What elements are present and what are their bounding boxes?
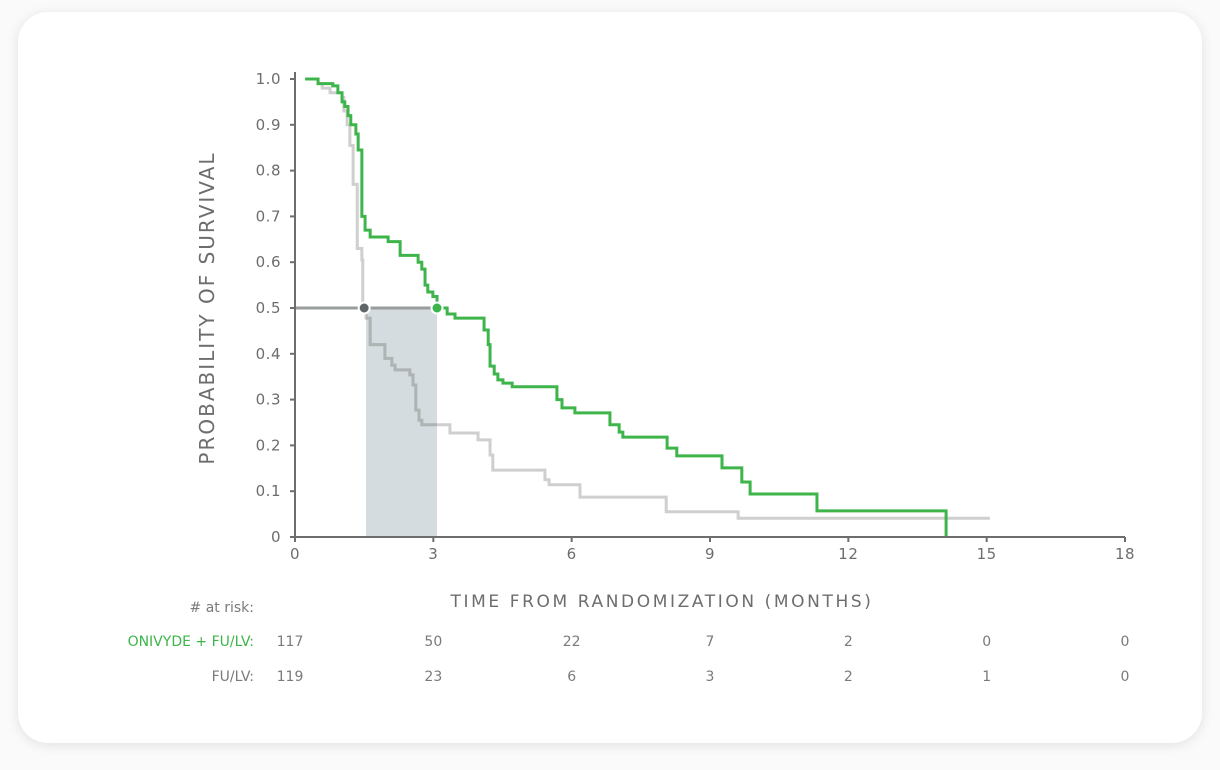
y-tick-label: 0.1	[256, 482, 281, 500]
x-tick-label: 3	[428, 545, 438, 563]
x-tick-label: 12	[838, 545, 858, 563]
y-tick-label: 1.0	[256, 70, 281, 88]
x-tick-label: 9	[705, 545, 715, 563]
series-line-onivyde	[305, 77, 948, 537]
risk-count: 0	[1121, 669, 1130, 685]
y-tick-label: 0.4	[256, 345, 281, 363]
y-tick-label: 0.5	[256, 299, 281, 317]
risk-count: 23	[424, 669, 442, 685]
risk-table-header: # at risk:	[190, 600, 254, 616]
risk-count: 50	[424, 634, 442, 650]
y-tick-label: 0	[271, 528, 281, 546]
median-point-fulv	[357, 301, 371, 315]
series-line-fulv-in-band	[366, 311, 438, 427]
risk-row-label: ONIVYDE + FU/LV:	[128, 634, 254, 650]
risk-count: 7	[706, 634, 715, 650]
chart-card	[18, 12, 1202, 743]
median-band	[366, 308, 438, 537]
y-tick-label: 0.7	[256, 207, 281, 225]
risk-count: 119	[277, 669, 304, 685]
y-tick-label: 0.8	[256, 162, 281, 180]
risk-count: 2	[844, 634, 853, 650]
risk-count: 3	[706, 669, 715, 685]
risk-count: 117	[277, 634, 304, 650]
risk-count: 2	[844, 669, 853, 685]
risk-count: 0	[982, 634, 991, 650]
y-tick-label: 0.9	[256, 116, 281, 134]
y-axis-title: PROBABILITY OF SURVIVAL	[195, 151, 219, 464]
x-tick-label: 0	[290, 545, 300, 563]
risk-row-label: FU/LV:	[212, 669, 254, 685]
x-tick-label: 6	[567, 545, 577, 563]
y-tick-label: 0.2	[256, 436, 281, 454]
risk-count: 6	[567, 669, 576, 685]
median-point-onivyde	[430, 301, 444, 315]
x-tick-label: 18	[1115, 545, 1135, 563]
y-tick-label: 0.6	[256, 253, 281, 271]
x-tick-label: 15	[977, 545, 997, 563]
risk-count: 1	[982, 669, 991, 685]
risk-count: 0	[1121, 634, 1130, 650]
y-tick-label: 0.3	[256, 391, 281, 409]
x-axis-title: TIME FROM RANDOMIZATION (MONTHS)	[450, 592, 874, 612]
risk-count: 22	[563, 634, 581, 650]
